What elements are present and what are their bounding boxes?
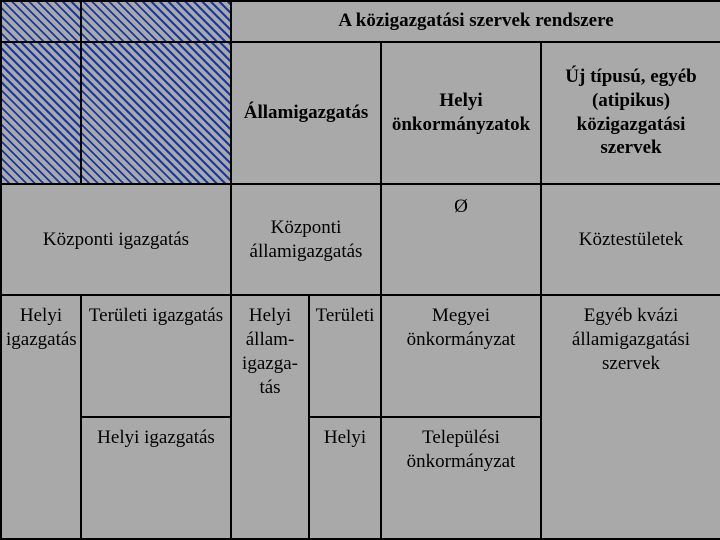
- cell-helyi: Helyi: [309, 417, 381, 539]
- cell-helyi-allamigazgatas: Helyi állam­igazga­tás: [231, 295, 309, 539]
- cell-kozponti-allamigazgatas: Központi államigazgatás: [231, 184, 381, 296]
- hatch-cell: [81, 1, 231, 42]
- hatch-cell: [1, 1, 81, 42]
- cell-helyi-igazgatas-left: Helyi igazgatás: [1, 295, 81, 539]
- table-wrap: A közigazgatási szervek rendszere Állami…: [0, 0, 720, 540]
- col-allamigazgatas: Államigazgatás: [231, 42, 381, 184]
- col-helyi-onkormanyzatok: Helyi önkormányzatok: [381, 42, 541, 184]
- hatch-cell: [81, 42, 231, 184]
- cell-megyei-onkormanyzat: Megyei önkormányzat: [381, 295, 541, 417]
- cell-teruleti-igazgatas: Területi igazgatás: [81, 295, 231, 417]
- col-atipikus: Új típusú, egyéb (atipikus) közigazgatás…: [541, 42, 720, 184]
- table-title: A közigazgatási szervek rendszere: [231, 1, 720, 42]
- admin-structure-table: A közigazgatási szervek rendszere Állami…: [0, 0, 720, 540]
- cell-koztestuletek: Köztestületek: [541, 184, 720, 296]
- cell-telepulesi-onkormanyzat: Települési önkormányzat: [381, 417, 541, 539]
- cell-empty-set: Ø: [381, 184, 541, 296]
- cell-egyeb-kvazi: Egyéb kvázi államigazgatási szervek: [541, 295, 720, 539]
- cell-helyi-igazgatas-bottom: Helyi igazgatás: [81, 417, 231, 539]
- hatch-cell: [1, 42, 81, 184]
- cell-teruleti: Területi: [309, 295, 381, 417]
- cell-kozponti-igazgatas: Központi igazgatás: [1, 184, 231, 296]
